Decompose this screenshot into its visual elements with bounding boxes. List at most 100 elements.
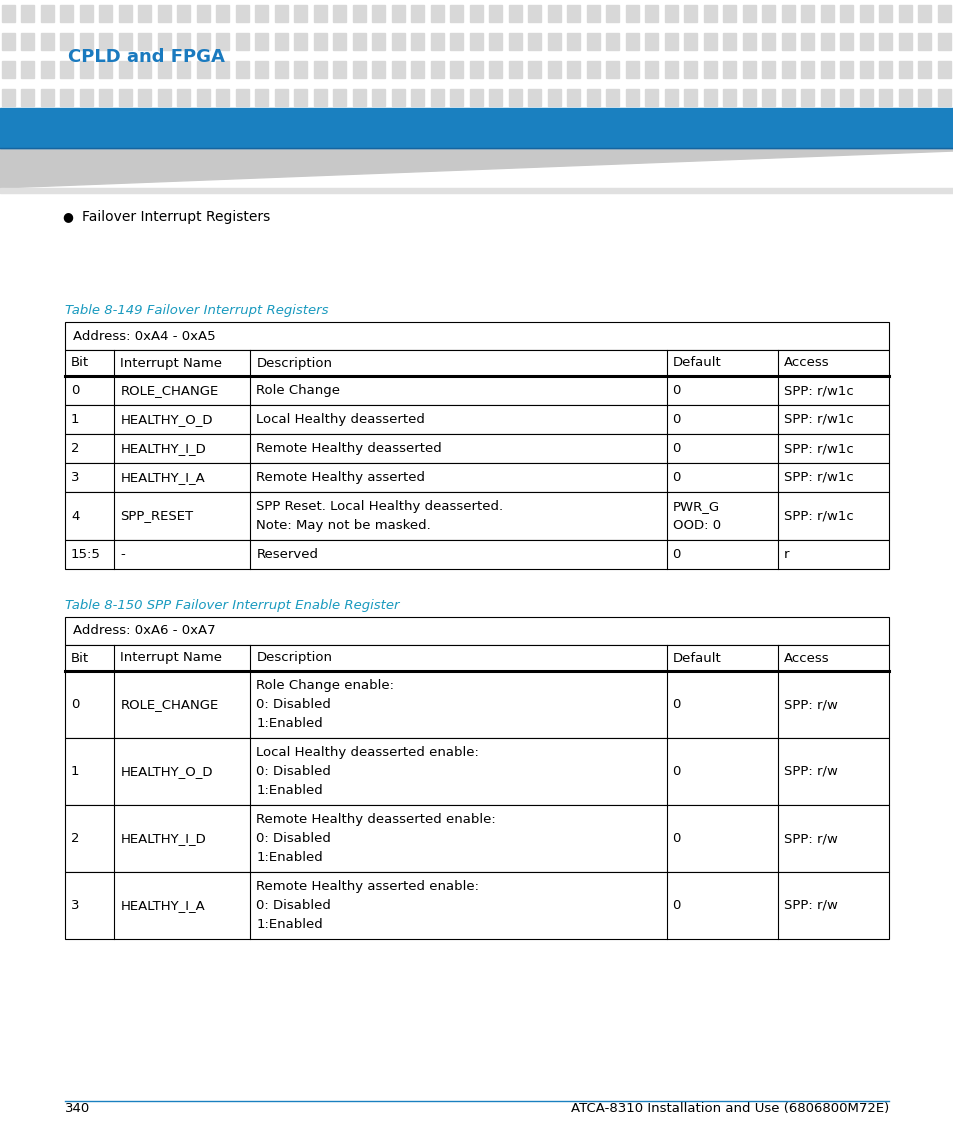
Bar <box>411 89 424 106</box>
Bar <box>703 5 717 22</box>
Bar <box>761 89 775 106</box>
Bar <box>177 61 191 78</box>
Bar <box>606 33 618 50</box>
Bar <box>489 33 502 50</box>
Text: r: r <box>783 548 788 561</box>
Bar <box>586 89 599 106</box>
Bar <box>158 89 171 106</box>
Bar <box>65 617 888 645</box>
Bar <box>742 61 755 78</box>
Bar <box>119 61 132 78</box>
Bar <box>65 350 888 376</box>
Bar <box>372 33 385 50</box>
Text: HEALTHY_I_D: HEALTHY_I_D <box>120 442 206 455</box>
Bar <box>684 33 697 50</box>
Bar <box>65 872 888 939</box>
Bar <box>801 5 814 22</box>
Bar <box>684 61 697 78</box>
Text: Table 8-149 Failover Interrupt Registers: Table 8-149 Failover Interrupt Registers <box>65 305 328 317</box>
Bar <box>703 61 717 78</box>
Text: 0: 0 <box>672 899 680 913</box>
Bar <box>547 61 560 78</box>
Bar <box>547 5 560 22</box>
Bar <box>528 89 541 106</box>
Bar <box>567 33 579 50</box>
Text: ATCA-8310 Installation and Use (6806800M72E): ATCA-8310 Installation and Use (6806800M… <box>570 1101 888 1115</box>
Text: 0: 0 <box>672 384 680 397</box>
Bar <box>274 61 288 78</box>
Text: Reserved: Reserved <box>256 548 318 561</box>
Bar <box>60 5 73 22</box>
Bar <box>801 89 814 106</box>
Bar <box>625 33 639 50</box>
Bar <box>216 61 230 78</box>
Bar <box>489 5 502 22</box>
Bar <box>80 89 92 106</box>
Text: Address: 0xA6 - 0xA7: Address: 0xA6 - 0xA7 <box>73 624 215 638</box>
Text: Role Change: Role Change <box>256 384 340 397</box>
Text: SPP: r/w1c: SPP: r/w1c <box>783 413 853 426</box>
Text: Default: Default <box>672 652 720 664</box>
Bar <box>781 61 794 78</box>
Bar <box>65 805 888 872</box>
Text: Bit: Bit <box>71 652 89 664</box>
Bar <box>722 33 736 50</box>
Bar <box>840 61 853 78</box>
Bar <box>0 108 953 148</box>
Bar <box>41 33 54 50</box>
Text: Table 8-150 SPP Failover Interrupt Enable Register: Table 8-150 SPP Failover Interrupt Enabl… <box>65 599 399 611</box>
Bar <box>294 5 307 22</box>
Text: 0: 0 <box>672 442 680 455</box>
Text: 15:5: 15:5 <box>71 548 101 561</box>
Text: HEALTHY_O_D: HEALTHY_O_D <box>120 765 213 777</box>
Bar <box>567 5 579 22</box>
Text: 0: 0 <box>672 832 680 845</box>
Text: HEALTHY_I_A: HEALTHY_I_A <box>120 471 205 484</box>
Bar <box>294 61 307 78</box>
Bar <box>684 89 697 106</box>
Bar <box>470 5 482 22</box>
Bar <box>859 33 872 50</box>
Bar <box>65 434 888 463</box>
Bar <box>879 33 892 50</box>
Text: 1:Enabled: 1:Enabled <box>256 918 323 931</box>
Bar <box>411 61 424 78</box>
Bar <box>489 89 502 106</box>
Text: SPP: r/w: SPP: r/w <box>783 832 837 845</box>
Text: 1: 1 <box>71 765 79 777</box>
Bar <box>158 5 171 22</box>
Bar <box>450 33 463 50</box>
Bar <box>65 322 888 350</box>
Bar <box>99 5 112 22</box>
Bar <box>60 61 73 78</box>
Bar <box>41 61 54 78</box>
Bar <box>138 5 152 22</box>
Bar <box>22 5 34 22</box>
Bar <box>742 89 755 106</box>
Bar <box>216 5 230 22</box>
Polygon shape <box>0 148 953 188</box>
Bar <box>645 33 658 50</box>
Bar <box>294 89 307 106</box>
Bar <box>99 89 112 106</box>
Bar <box>761 61 775 78</box>
Bar <box>898 5 911 22</box>
Text: 0: Disabled: 0: Disabled <box>256 698 331 711</box>
Bar <box>586 5 599 22</box>
Bar <box>450 61 463 78</box>
Text: ROLE_CHANGE: ROLE_CHANGE <box>120 384 218 397</box>
Bar <box>645 5 658 22</box>
Text: SPP: r/w1c: SPP: r/w1c <box>783 442 853 455</box>
Bar <box>411 33 424 50</box>
Bar <box>606 61 618 78</box>
Bar <box>898 33 911 50</box>
Bar <box>898 89 911 106</box>
Bar <box>489 61 502 78</box>
Text: 1:Enabled: 1:Enabled <box>256 784 323 797</box>
Bar <box>859 5 872 22</box>
Bar <box>392 89 405 106</box>
Bar <box>898 61 911 78</box>
Bar <box>255 61 268 78</box>
Bar <box>255 89 268 106</box>
Bar <box>41 5 54 22</box>
